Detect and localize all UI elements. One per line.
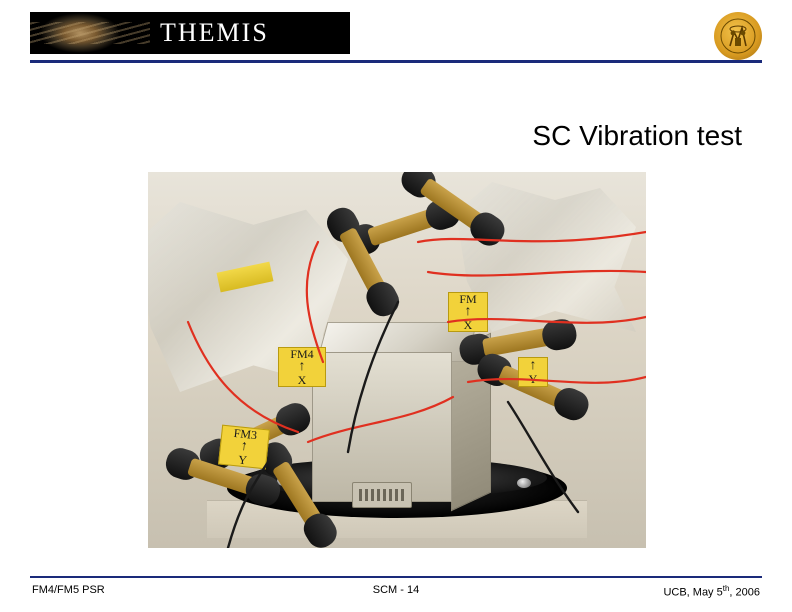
axis-tag: FM ↑ X: [448, 292, 488, 332]
db-connector: [352, 482, 412, 508]
axis-tag: ↑ Y: [518, 357, 548, 387]
tag-axis: Y: [238, 454, 248, 467]
slide-title: SC Vibration test: [532, 120, 742, 152]
footer-center-prefix: SCM -: [373, 584, 407, 596]
mission-logo-left: THEMIS: [30, 12, 350, 54]
mission-badge-icon: [714, 12, 762, 60]
axis-tag: FM3 ↑ Y: [218, 425, 270, 470]
vibration-test-photo: FM4 ↑ X FM3 ↑ Y FM ↑ X ↑ Y: [148, 172, 646, 548]
sensor-cap-icon: [540, 317, 579, 352]
tag-axis: X: [464, 319, 473, 331]
arrow-up-icon: ↑: [465, 305, 472, 319]
bracket-front: [312, 352, 452, 502]
slide-footer: FM4/FM5 PSR SCM - 14 UCB, May 5th, 2006: [30, 584, 762, 600]
tag-axis: Y: [529, 373, 538, 385]
footer-rule: [30, 576, 762, 578]
footer-right: UCB, May 5th, 2006: [663, 584, 760, 599]
tag-axis: X: [298, 374, 307, 386]
footer-center: SCM - 14: [373, 584, 419, 596]
slide-page: THEMIS SC Vibration test: [0, 0, 792, 612]
slide-number: 14: [407, 584, 419, 596]
bolt-icon: [517, 478, 531, 488]
footer-left: FM4/FM5 PSR: [32, 584, 105, 596]
footer-right-suffix: , 2006: [729, 587, 760, 599]
arrow-up-icon: ↑: [299, 360, 306, 374]
mounting-bracket: [312, 322, 482, 502]
footer-right-prefix: UCB, May 5: [663, 587, 722, 599]
header-rule: [30, 60, 762, 63]
slide-header: THEMIS: [30, 12, 762, 64]
mission-name: THEMIS: [150, 18, 269, 48]
axis-tag: FM4 ↑ X: [278, 347, 326, 387]
arrow-up-icon: ↑: [530, 359, 537, 373]
planet-icon: [30, 12, 150, 54]
